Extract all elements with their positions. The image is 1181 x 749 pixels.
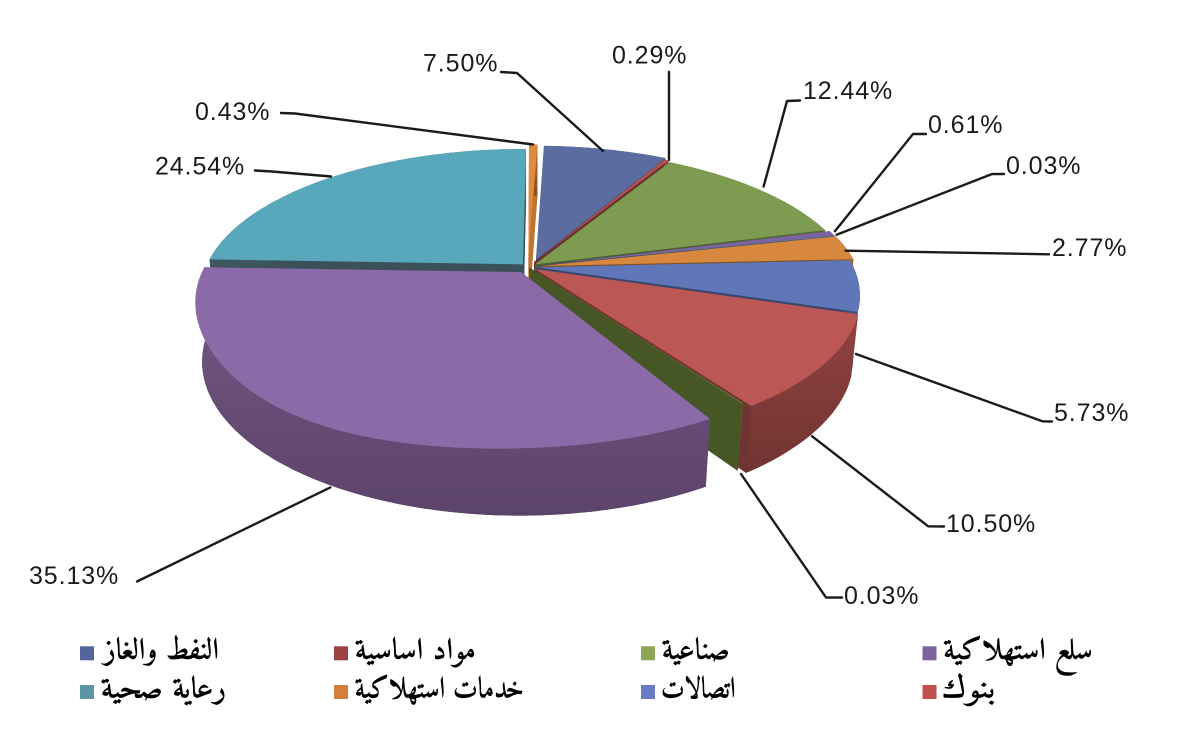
svg-text:0.03%: 0.03% bbox=[844, 582, 919, 610]
svg-text:0.61%: 0.61% bbox=[928, 111, 1003, 139]
svg-text:2.77%: 2.77% bbox=[1052, 234, 1127, 262]
svg-text:5.73%: 5.73% bbox=[1054, 399, 1129, 427]
svg-text:0.29%: 0.29% bbox=[612, 42, 687, 70]
svg-text:10.50%: 10.50% bbox=[946, 510, 1036, 538]
svg-text:0.03%: 0.03% bbox=[1006, 152, 1081, 180]
svg-text:12.44%: 12.44% bbox=[803, 77, 893, 105]
svg-text:7.50%: 7.50% bbox=[423, 50, 498, 78]
svg-text:35.13%: 35.13% bbox=[29, 562, 119, 590]
svg-text:24.54%: 24.54% bbox=[155, 153, 245, 181]
svg-text:0.43%: 0.43% bbox=[195, 98, 270, 126]
